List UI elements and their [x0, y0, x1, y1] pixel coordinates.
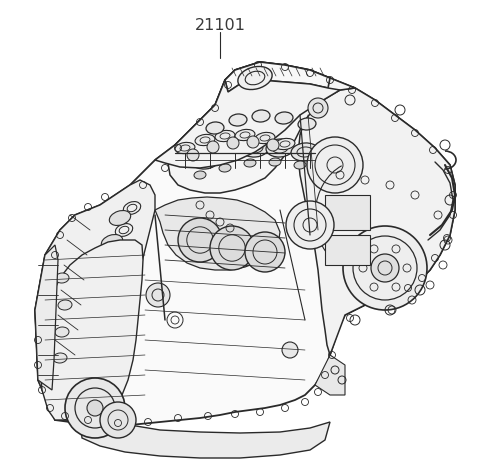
Circle shape — [343, 226, 427, 310]
Polygon shape — [298, 88, 455, 355]
Ellipse shape — [77, 317, 99, 333]
Ellipse shape — [93, 261, 115, 275]
Ellipse shape — [206, 122, 224, 134]
Circle shape — [65, 378, 125, 438]
Ellipse shape — [275, 139, 295, 149]
Circle shape — [286, 201, 334, 249]
Circle shape — [245, 232, 285, 272]
Polygon shape — [325, 235, 370, 265]
Ellipse shape — [238, 66, 272, 89]
Circle shape — [371, 254, 399, 282]
Circle shape — [307, 137, 363, 193]
Polygon shape — [225, 62, 330, 92]
Ellipse shape — [55, 327, 69, 337]
Ellipse shape — [55, 273, 69, 283]
Text: 21101: 21101 — [194, 18, 245, 33]
Ellipse shape — [175, 142, 195, 154]
Ellipse shape — [229, 114, 247, 126]
Ellipse shape — [241, 139, 269, 157]
Polygon shape — [35, 245, 58, 390]
Circle shape — [308, 98, 328, 118]
Ellipse shape — [252, 110, 270, 122]
Ellipse shape — [85, 288, 107, 302]
Ellipse shape — [109, 210, 131, 226]
Polygon shape — [35, 62, 455, 425]
Ellipse shape — [275, 112, 293, 124]
Ellipse shape — [235, 130, 255, 140]
Circle shape — [227, 137, 239, 149]
Circle shape — [282, 342, 298, 358]
Circle shape — [247, 136, 259, 148]
Ellipse shape — [191, 151, 219, 169]
Ellipse shape — [255, 132, 275, 144]
Circle shape — [146, 283, 170, 307]
Ellipse shape — [269, 158, 281, 166]
Ellipse shape — [294, 161, 306, 169]
Ellipse shape — [216, 143, 244, 161]
Ellipse shape — [194, 171, 206, 179]
Ellipse shape — [215, 131, 235, 141]
Ellipse shape — [53, 353, 67, 363]
Polygon shape — [35, 180, 155, 420]
Ellipse shape — [58, 300, 72, 310]
Ellipse shape — [101, 235, 123, 249]
Polygon shape — [40, 240, 143, 420]
Circle shape — [207, 141, 219, 153]
Circle shape — [87, 400, 103, 416]
Polygon shape — [315, 355, 345, 395]
Circle shape — [178, 218, 222, 262]
Polygon shape — [155, 80, 340, 168]
Circle shape — [187, 149, 199, 161]
Ellipse shape — [298, 118, 316, 130]
Ellipse shape — [291, 143, 319, 161]
Circle shape — [267, 139, 279, 151]
Circle shape — [210, 226, 254, 270]
Polygon shape — [80, 415, 330, 458]
Circle shape — [100, 402, 136, 438]
Ellipse shape — [244, 159, 256, 167]
Polygon shape — [325, 195, 370, 230]
Polygon shape — [168, 62, 355, 193]
Ellipse shape — [266, 139, 294, 157]
Ellipse shape — [69, 348, 91, 362]
Ellipse shape — [195, 134, 215, 146]
Ellipse shape — [219, 164, 231, 172]
Polygon shape — [155, 197, 280, 270]
